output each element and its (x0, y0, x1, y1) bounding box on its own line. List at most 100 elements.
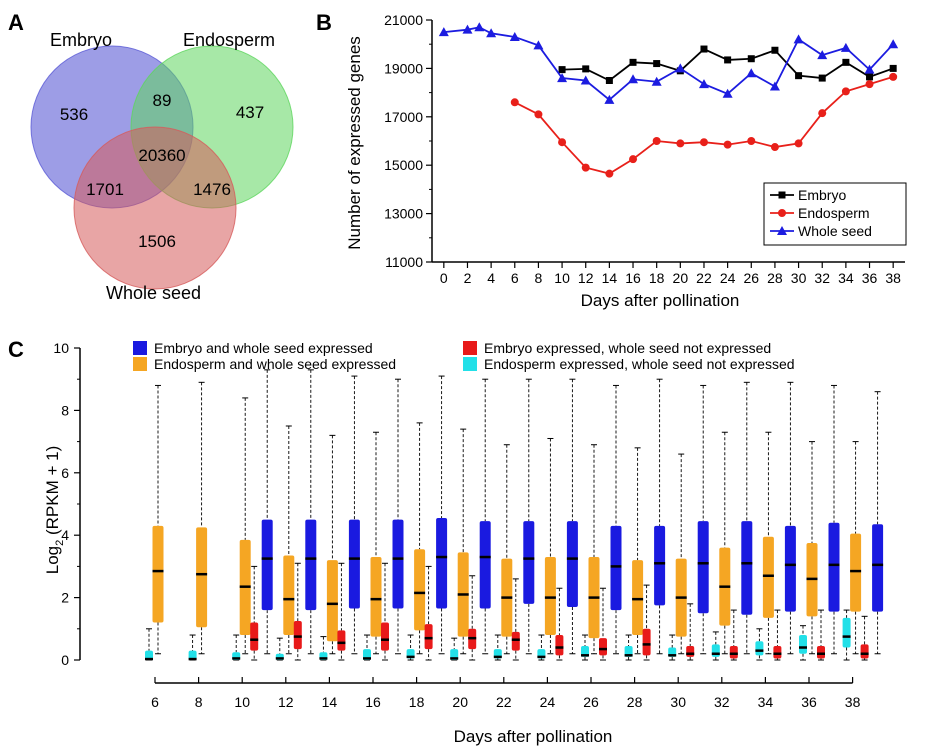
box-plot-box (145, 650, 153, 660)
line-chart-marker-circle (581, 163, 590, 172)
box-plot-box (305, 519, 317, 611)
line-chart-marker-triangle (888, 39, 899, 49)
box-plot-xtick-label: 10 (234, 694, 250, 710)
box-plot-ylabel-main: Log (43, 546, 62, 574)
box-plot-xtick-label: 32 (714, 694, 730, 710)
box-plot-box (152, 525, 164, 623)
line-chart-ytick-label: 17000 (384, 109, 423, 125)
box-plot-xtick-label: 26 (583, 694, 599, 710)
line-chart-xtick-label: 28 (767, 270, 783, 286)
box-plot-xtick-label: 12 (278, 694, 294, 710)
line-chart-marker-circle (841, 87, 850, 96)
line-chart-marker-triangle (675, 63, 686, 73)
box-plot-box (817, 645, 825, 659)
line-chart-xtick-label: 6 (511, 270, 519, 286)
line-chart-xtick-label: 16 (625, 270, 641, 286)
line-chart-xtick-label: 36 (862, 270, 878, 286)
box-plot-ytick-label: 2 (61, 590, 69, 606)
box-plot-legend-swatch (463, 357, 477, 371)
line-chart-xtick-label: 4 (487, 270, 495, 286)
box-plot-box (762, 536, 774, 618)
box-plot-box (293, 621, 302, 650)
panel-label-a: A (8, 10, 24, 35)
box-plot-box (348, 519, 360, 609)
box-plot-box (755, 641, 764, 656)
line-chart-marker-triangle (509, 31, 520, 41)
line-chart-marker-circle (889, 72, 898, 81)
line-chart-marker-circle (558, 138, 567, 147)
box-plot-box (326, 560, 338, 642)
line-chart-xtick-label: 8 (535, 270, 543, 286)
box-plot-ytick-label: 0 (61, 652, 69, 668)
box-plot-legend-swatch (463, 341, 477, 355)
line-chart-xtick-label: 26 (743, 270, 759, 286)
box-plot-box (860, 644, 869, 659)
line-chart-marker-square (795, 72, 803, 80)
box-plot-box (196, 527, 208, 628)
box-plot-xtick-label: 24 (540, 694, 556, 710)
line-chart-marker-circle (778, 209, 786, 217)
venn-region-embryo-whole-seed: 1701 (86, 180, 124, 199)
box-plot-box (686, 645, 695, 657)
line-chart-xtick-label: 10 (554, 270, 570, 286)
line-chart-legend-box (763, 182, 907, 246)
box-plot-legend-label: Embryo expressed, whole seed not express… (484, 340, 771, 356)
box-plot-box (610, 525, 622, 611)
line-chart-marker-circle (865, 80, 874, 89)
box-plot-box (555, 635, 564, 656)
line-chart-marker-triangle (462, 24, 473, 34)
line-chart-marker-triangle (817, 50, 828, 60)
line-chart-marker-circle (723, 140, 732, 149)
box-plot-box (642, 628, 651, 656)
box-plot-box (544, 557, 556, 636)
venn-diagram: Embryo Endosperm Whole seed 536 89 437 2… (30, 30, 294, 303)
line-chart-marker-triangle (722, 88, 733, 98)
box-plot-xtick-label: 34 (758, 694, 774, 710)
box-plot-box (741, 521, 753, 615)
box-plot-box (261, 519, 273, 611)
line-chart-marker-circle (747, 137, 756, 145)
line-chart-marker-circle (534, 110, 543, 119)
line-chart-marker-square (724, 56, 732, 64)
box-plot-xtick-label: 36 (801, 694, 817, 710)
line-chart-series-line (514, 76, 894, 175)
line-chart-legend-label: Embryo (798, 187, 846, 203)
line-chart-marker-square (605, 77, 613, 84)
box-plot-xtick-label: 16 (365, 694, 381, 710)
box-plot-box (850, 533, 862, 612)
box-plot-ytick-label: 8 (61, 402, 69, 418)
line-chart-marker-circle (699, 138, 708, 147)
line-chart-marker-triangle (557, 73, 568, 83)
line-chart-marker-triangle (474, 22, 485, 32)
line-chart-marker-triangle (486, 28, 497, 38)
box-plot-box (599, 638, 607, 656)
box-plot-ylabel-rest: (RPKM + 1) (43, 446, 62, 540)
box-plot-box (250, 622, 259, 651)
line-chart-marker-circle (629, 155, 638, 164)
line-chart-marker-triangle (769, 81, 780, 91)
venn-label-whole-seed: Whole seed (106, 283, 201, 303)
box-plot-box (523, 521, 535, 604)
venn-region-endosperm-only: 437 (236, 103, 264, 122)
box-plot-ytick-label: 10 (53, 340, 69, 356)
box-plot-ytick-label: 6 (61, 465, 69, 481)
line-chart-ylabel: Number of expressed genes (345, 36, 364, 250)
box-plot-box (424, 624, 433, 650)
line-chart-xtick-label: 34 (838, 270, 854, 286)
box-plot-ylabel-sub: 2 (54, 540, 66, 546)
box-plot-box (697, 521, 709, 614)
line-chart-ytick-label: 19000 (384, 60, 423, 76)
line-chart-xtick-label: 38 (885, 270, 901, 286)
line-chart-marker-square (747, 55, 755, 63)
line-chart-marker-circle (794, 139, 803, 148)
venn-region-embryo-endosperm: 89 (153, 91, 172, 110)
box-plot-xtick-label: 28 (627, 694, 643, 710)
box-plot-box (283, 555, 295, 636)
line-chart-xtick-label: 0 (440, 270, 448, 286)
box-plot-xtick-label: 38 (845, 694, 861, 710)
box-plot-legend-swatch (133, 357, 147, 371)
line-chart-marker-square (866, 73, 874, 81)
box-plot-box (436, 518, 448, 609)
line-chart-marker-triangle (651, 76, 662, 86)
